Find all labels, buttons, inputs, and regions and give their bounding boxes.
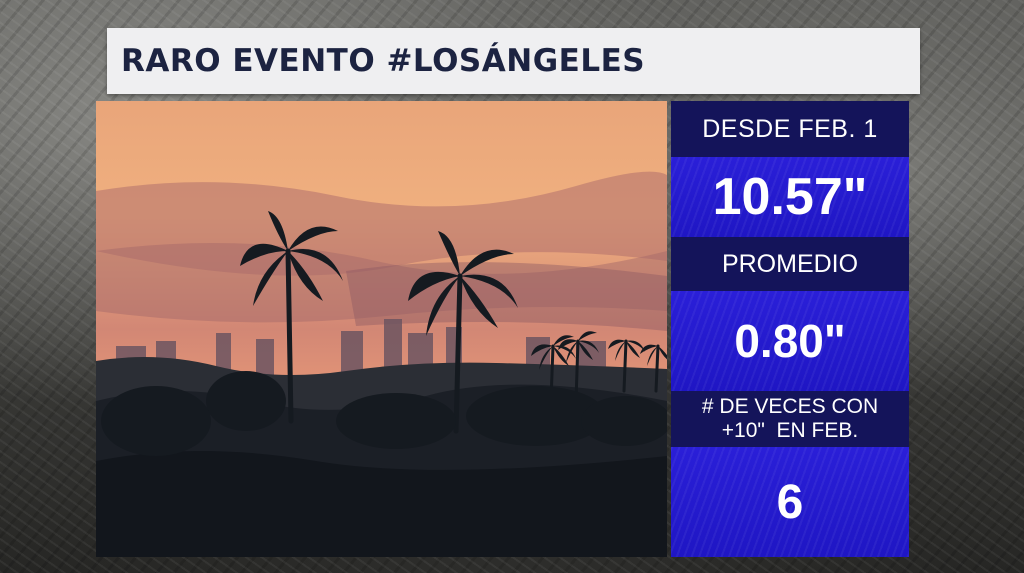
title-bar: RARO EVENTO #LOSÁNGELES [107,28,920,94]
times-over-10-value: 6 [671,447,909,557]
title: RARO EVENTO #LOSÁNGELES [121,43,646,79]
times-over-10-label-line2: +10" EN FEB. [721,419,859,442]
times-over-10-label: # DE VECES CON +10" EN FEB. [671,391,909,447]
average-value: 0.80" [671,291,909,391]
average-label: PROMEDIO [671,237,909,291]
stats-panel: DESDE FEB. 1 10.57" PROMEDIO 0.80" # DE … [671,101,909,557]
rainfall-total-value: 10.57" [671,157,909,237]
skyline-photo [96,101,667,557]
sunset-palm-trees-image [96,101,667,557]
times-over-10-label-line1: # DE VECES CON [701,395,879,418]
since-feb-label: DESDE FEB. 1 [671,101,909,157]
